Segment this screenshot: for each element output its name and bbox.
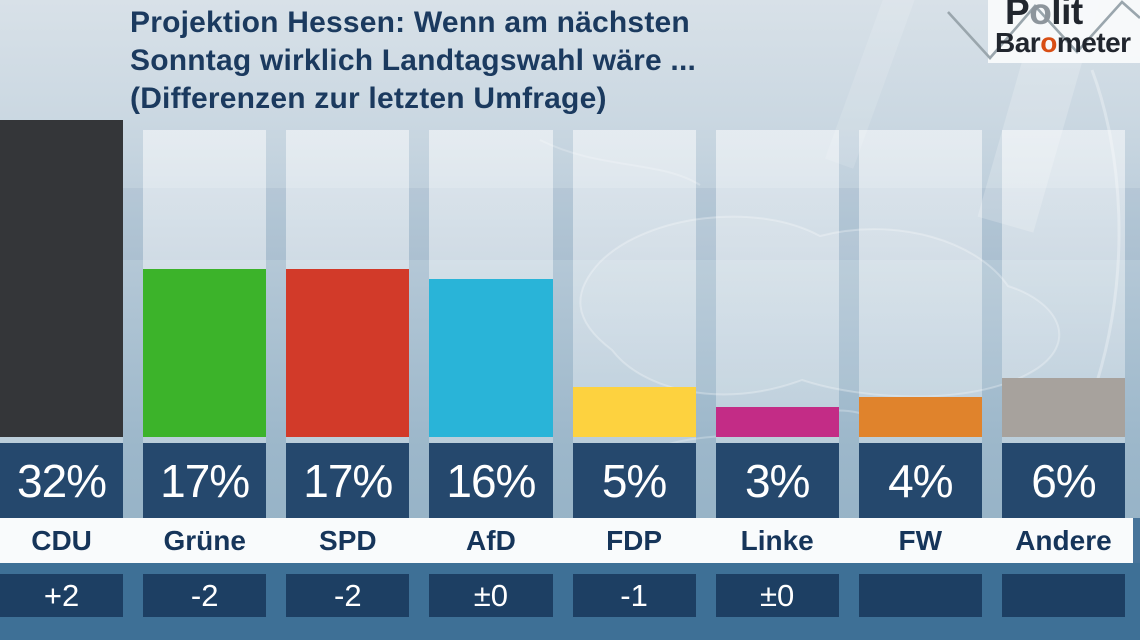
value-label: 16% <box>446 454 536 507</box>
diff-box-andere <box>1001 574 1125 617</box>
diff-row: +2 -2 -2 ±0 -1 ±0 <box>0 574 1125 617</box>
title-line-1: Projektion Hessen: Wenn am nächsten <box>130 6 690 39</box>
title-line-2: Sonntag wirklich Landtagswahl wäre ... <box>130 44 697 77</box>
bar-andere <box>1001 378 1125 437</box>
diff-box-fw <box>858 574 982 617</box>
logo-o-orange: o <box>1040 27 1057 58</box>
party-label-fdp: FDP <box>606 524 663 556</box>
bar-track-linke <box>715 130 839 443</box>
page-title: Projektion Hessen: Wenn am nächsten Sonn… <box>130 4 696 118</box>
diff-box-gruene: -2 <box>143 574 267 617</box>
value-label: 17% <box>303 454 393 507</box>
value-label: 4% <box>888 454 953 507</box>
bar-area <box>0 120 1125 443</box>
value-label: 5% <box>601 454 667 507</box>
bar-afd <box>429 279 553 437</box>
diff-label: -2 <box>334 577 362 613</box>
value-box-cdu: 32% <box>0 443 124 518</box>
diff-box-cdu: +2 <box>0 574 124 617</box>
party-label-gruene: Grüne <box>163 524 246 556</box>
diff-label: +2 <box>43 577 80 613</box>
title-line-3: (Differenzen zur letzten Umfrage) <box>130 82 607 115</box>
value-box-spd: 17% <box>286 443 410 518</box>
value-label: 6% <box>1031 454 1096 507</box>
value-box-fdp: 5% <box>572 443 696 518</box>
diff-label: ±0 <box>473 577 509 613</box>
party-label-fw: FW <box>898 524 943 556</box>
diff-box-linke: ±0 <box>715 574 839 617</box>
party-label-band: CDU Grüne SPD AfD FDP Linke FW Andere <box>0 518 1140 563</box>
logo-o-gray: o <box>1029 0 1052 32</box>
diff-box-spd: -2 <box>286 574 410 617</box>
bar-track-spd <box>286 130 410 443</box>
value-label: 3% <box>744 454 810 507</box>
bar-track-afd <box>429 130 553 443</box>
diff-box-fdp: -1 <box>572 574 696 617</box>
value-box-andere: 6% <box>1001 443 1125 518</box>
logo-zigzag-icon <box>947 0 1140 60</box>
value-box-fw: 4% <box>858 443 982 518</box>
value-label: 17% <box>160 454 250 507</box>
party-label-spd: SPD <box>319 524 377 556</box>
diff-label: -1 <box>620 577 648 613</box>
bar-track-cdu <box>0 120 124 443</box>
value-box-gruene: 17% <box>143 443 267 518</box>
diff-label: ±0 <box>760 577 795 613</box>
bar-track-andere <box>1001 130 1125 443</box>
value-label: 32% <box>17 454 107 507</box>
bar-track-gruene <box>143 130 267 443</box>
bar-fdp <box>572 387 696 437</box>
party-label-band-bg <box>0 518 1133 563</box>
diff-label: -2 <box>190 577 219 613</box>
diff-box-afd: ±0 <box>429 574 553 617</box>
value-box-afd: 16% <box>429 443 553 518</box>
party-label-afd: AfD <box>466 524 516 556</box>
bar-track-fw <box>858 130 982 443</box>
logo-text-barometer: Barometer <box>995 27 1131 58</box>
bar-cdu <box>0 120 124 437</box>
bar-gruene <box>143 269 267 437</box>
party-label-linke: Linke <box>740 524 814 556</box>
party-label-cdu: CDU <box>31 524 92 556</box>
value-box-linke: 3% <box>715 443 839 518</box>
party-label-andere: Andere <box>1015 524 1112 556</box>
bar-fw <box>858 397 982 437</box>
bar-track-fdp <box>572 130 696 443</box>
party-label-row: CDU Grüne SPD AfD FDP Linke FW Andere <box>0 518 1125 563</box>
logo-text-polit: Polit <box>1005 0 1083 33</box>
bar-linke <box>715 407 839 437</box>
value-row: 32% 17% 17% 16% 5% 3% 4% 6% <box>0 443 1125 518</box>
bar-spd <box>286 269 410 437</box>
diff-band: +2 -2 -2 ±0 -1 ±0 <box>0 563 1140 640</box>
